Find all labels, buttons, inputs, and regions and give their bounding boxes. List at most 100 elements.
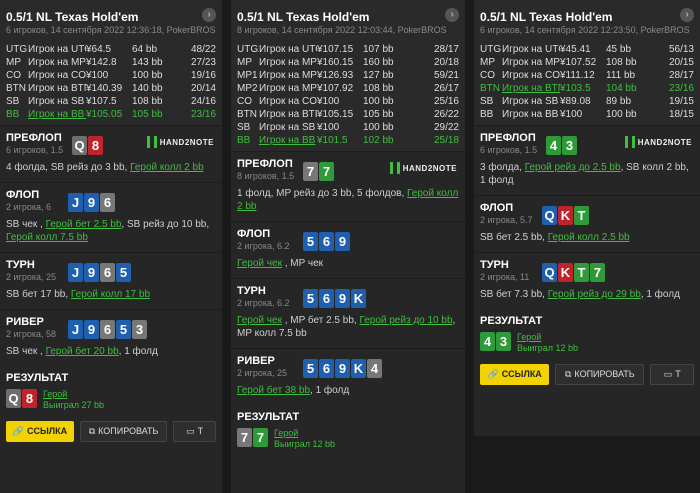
result-line: Q 8 Герой Выиграл 27 bb: [6, 389, 216, 411]
player-position: MP: [6, 57, 21, 68]
player-position: MP1: [237, 70, 258, 81]
player-stack-bb: 100 bb: [363, 96, 394, 107]
game-subtitle: 6 игроков, 14 сентября 2022 12:36:18, Po…: [6, 25, 216, 35]
player-stack-bb: 100 bb: [363, 122, 394, 133]
player-name[interactable]: Игрок на BTN: [502, 83, 560, 94]
street-section: ПРЕФЛОП 6 игроков, 1.5 Q 8 HAND2NOTE 4 фолда,…: [0, 125, 222, 182]
player-stack-bb: 100 bb: [132, 70, 163, 81]
playing-card: Q: [542, 206, 557, 225]
player-stats: 27/23: [190, 57, 216, 68]
hero-action-link[interactable]: Герой бет 20 bb: [45, 346, 119, 357]
street-subtitle: 2 игрока, 25: [237, 368, 287, 378]
hero-action-link[interactable]: Герой бет 38 bb: [237, 385, 311, 396]
player-stack: ¥101.5: [317, 135, 348, 146]
player-position: BTN: [480, 83, 500, 94]
hero-action-link[interactable]: Герой рейз до 29 bb: [547, 289, 641, 300]
link-button-label: ССЫЛКА: [501, 369, 542, 379]
street-section: ТУРН 2 игрока, 25 J 9 6 5 SB бет 17 bb, Герой …: [0, 252, 222, 309]
hand-panel-2: 0.5/1 NL Texas Hold'em 8 игроков, 14 сент…: [231, 0, 465, 493]
player-stack: ¥107.92: [317, 83, 354, 94]
hero-name-link[interactable]: Герой: [517, 332, 542, 342]
player-row: SB Игрок на SB ¥100 100 bb 29/22: [237, 121, 459, 134]
player-name[interactable]: Игрок на BB: [259, 135, 316, 146]
player-position: MP2: [237, 83, 258, 94]
hero-action-link[interactable]: Герой колл 2 bb: [237, 188, 459, 212]
player-stats: 25/16: [433, 96, 459, 107]
player-position: BB: [6, 109, 20, 120]
street-section: ФЛОП 2 игрока, 6.2 5 6 9 Герой чек , MP чек: [231, 221, 465, 278]
link-icon: 🔗: [487, 369, 499, 379]
player-name: Игрок на SB: [28, 96, 85, 107]
player-row: BB Игрок на BB ¥101.5 102 bb 25/18: [237, 134, 459, 147]
player-name: Игрок на UTG: [28, 44, 86, 55]
player-stats: 24/16: [190, 96, 216, 107]
street-title: ФЛОП: [237, 228, 271, 240]
player-position: BTN: [237, 109, 257, 120]
player-stack: ¥100: [560, 109, 583, 120]
player-position: SB: [6, 96, 20, 107]
copy-button-label: КОПИРОВАТЬ: [98, 426, 159, 436]
copy-button[interactable]: ⧉ КОПИРОВАТЬ: [555, 364, 645, 385]
player-row: UTG Игрок на UTG ¥45.41 45 bb 56/13: [480, 43, 694, 56]
player-name: Игрок на MP: [259, 57, 317, 68]
player-row: MP2 Игрок на MP2 ¥107.92 108 bb 26/17: [237, 82, 459, 95]
hero-action-link[interactable]: Герой колл 17 bb: [70, 289, 151, 300]
panel-header: 0.5/1 NL Texas Hold'em 6 игроков, 14 сент…: [0, 0, 222, 40]
street-subtitle: 2 игрока, 5.7: [480, 215, 533, 225]
playing-card: J: [68, 193, 83, 212]
chevron-right-icon[interactable]: ›: [445, 8, 459, 22]
hero-action-link[interactable]: Герой чек: [237, 315, 282, 326]
player-stats: 28/17: [668, 70, 694, 81]
playing-card: 6: [319, 232, 334, 251]
panel-header: 0.5/1 NL Texas Hold'em 6 игроков, 14 сент…: [474, 0, 700, 40]
player-stack: ¥64.5: [86, 44, 112, 55]
player-stats: 25/18: [433, 135, 459, 146]
link-icon: 🔗: [12, 426, 24, 436]
hero-name-link[interactable]: Герой: [43, 389, 68, 399]
playing-card: Q: [72, 136, 87, 155]
result-section: РЕЗУЛЬТАТ 4 3 Герой Выиграл 12 bb: [474, 309, 700, 360]
player-row: SB Игрок на SB ¥107.5 108 bb 24/16: [6, 95, 216, 108]
link-button[interactable]: 🔗 ССЫЛКА: [480, 364, 550, 385]
player-stack: ¥126.93: [317, 70, 354, 81]
players-table: UTG Игрок на UTG ¥64.5 64 bb 48/22 MP Игрок на…: [0, 40, 222, 125]
player-stack: ¥105.15: [317, 109, 354, 120]
hero-action-link[interactable]: Герой колл 7.5 bb: [6, 232, 88, 243]
player-stack-bb: 105 bb: [132, 109, 163, 120]
hero-name-link[interactable]: Герой: [274, 428, 299, 438]
chevron-right-icon[interactable]: ›: [202, 8, 216, 22]
result-line: 4 3 Герой Выиграл 12 bb: [480, 332, 694, 354]
playing-card: 3: [132, 320, 147, 339]
player-stack: ¥160.15: [317, 57, 354, 68]
street-title: ТУРН: [6, 259, 35, 271]
hero-action-link[interactable]: Герой колл 2 bb: [130, 162, 204, 173]
hero-action-link[interactable]: Герой рейз до 10 bb: [359, 315, 453, 326]
chevron-right-icon[interactable]: ›: [680, 8, 694, 22]
text-button[interactable]: ▭ T: [173, 421, 216, 442]
text-button[interactable]: ▭ T: [650, 364, 694, 385]
player-stack: ¥100: [317, 96, 340, 107]
text-button-label: T: [197, 426, 204, 436]
street-title: ПРЕФЛОП: [237, 158, 293, 170]
hero-action-link[interactable]: Герой бет 2.5 bb: [45, 219, 122, 230]
street-actions: Герой бет 38 bb, 1 фолд: [237, 385, 350, 396]
street-actions: Герой чек , MP бет 2.5 bb, Герой рейз до…: [237, 315, 456, 339]
player-name[interactable]: Игрок на BB (: [28, 109, 86, 120]
player-stack: ¥103.5: [560, 83, 591, 94]
link-button[interactable]: 🔗 ССЫЛКА: [6, 421, 74, 442]
player-stack-bb: 104 bb: [606, 83, 637, 94]
player-row: BB Игрок на BB (¥105.05 105 bb 23/16: [6, 108, 216, 121]
copy-button[interactable]: ⧉ КОПИРОВАТЬ: [79, 421, 168, 442]
player-row: MP Игрок на MP ¥107.52 108 bb 20/15: [480, 56, 694, 69]
playing-card: 9: [335, 359, 350, 378]
player-name: Игрок на BB: [502, 109, 559, 120]
hero-action-link[interactable]: Герой колл 2.5 bb: [547, 232, 630, 243]
player-name: Игрок на BTI: [259, 109, 317, 120]
hero-action-link[interactable]: Герой рейз до 2.5 bb: [524, 162, 621, 173]
hero-action-link[interactable]: Герой чек: [237, 258, 282, 269]
